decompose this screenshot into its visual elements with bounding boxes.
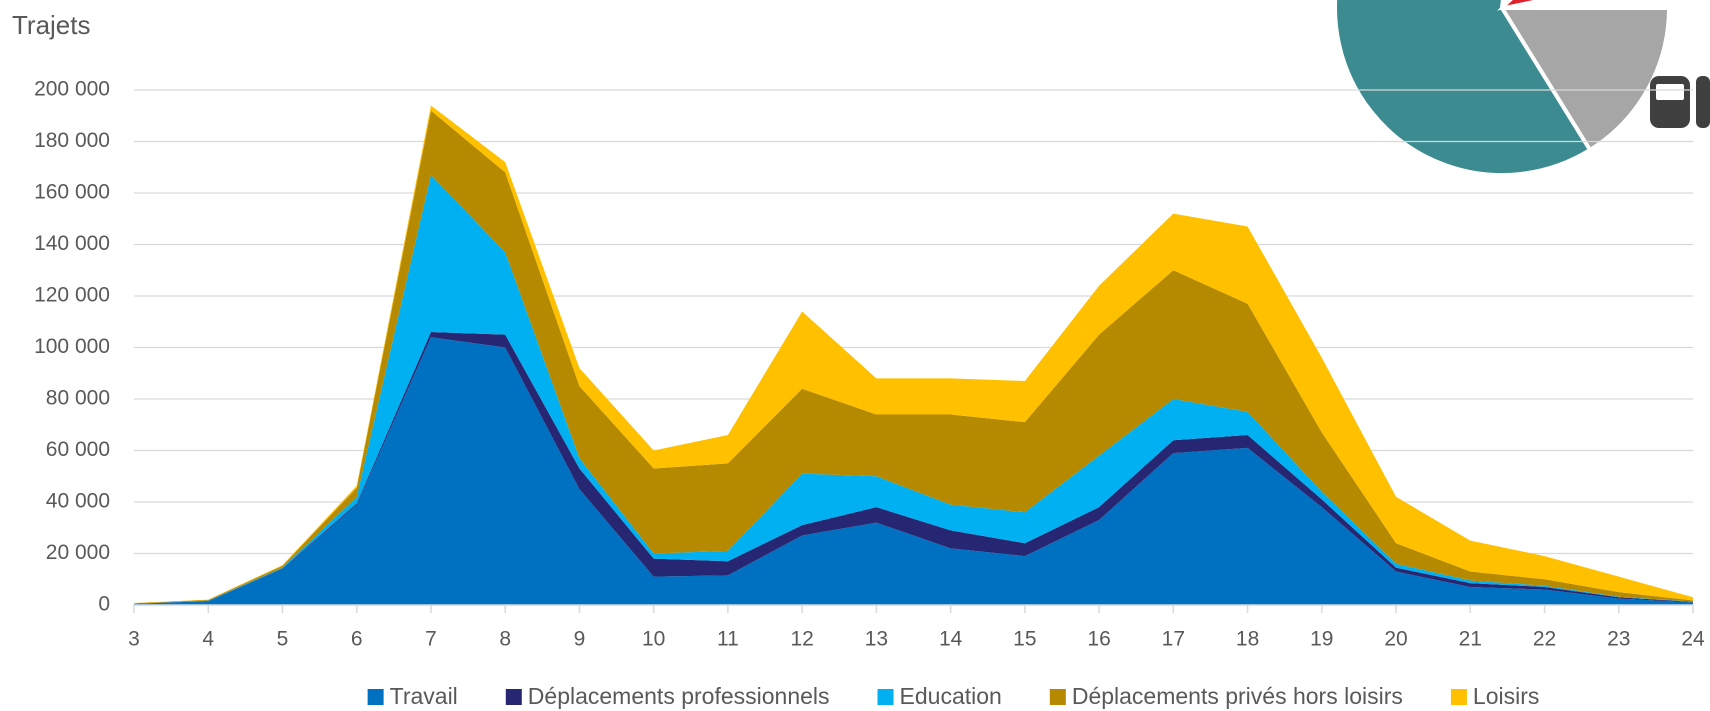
x-tick-label: 23 — [1607, 628, 1630, 651]
x-tick-label: 22 — [1533, 628, 1556, 651]
x-tick-label: 13 — [865, 628, 888, 651]
x-tick-label: 5 — [277, 628, 289, 651]
y-tick-label: 100 000 — [34, 335, 110, 358]
x-tick-label: 18 — [1236, 628, 1259, 651]
x-tick-label: 21 — [1459, 628, 1482, 651]
y-tick-label: 140 000 — [34, 232, 110, 255]
legend-swatch — [367, 689, 384, 705]
legend-label: Déplacements privés hors loisirs — [1072, 683, 1403, 709]
pie-slice — [1497, 0, 1549, 11]
legend-swatch — [877, 689, 894, 705]
x-tick-label: 4 — [202, 628, 214, 651]
x-tick-label: 6 — [351, 628, 363, 651]
y-tick-label: 0 — [98, 593, 110, 616]
pie-slice — [1333, 0, 1593, 177]
y-tick-label: 40 000 — [46, 490, 110, 513]
y-tick-label: 120 000 — [34, 284, 110, 307]
legend-label: Education — [900, 683, 1002, 709]
x-tick-label: 12 — [790, 628, 813, 651]
x-tick-label: 11 — [717, 628, 739, 651]
x-tick-label: 10 — [642, 628, 665, 651]
axis-title: Trajets — [12, 10, 91, 40]
x-tick-label: 15 — [1013, 628, 1036, 651]
legend-swatch — [1049, 689, 1066, 705]
areas — [134, 105, 1693, 605]
x-tick-label: 17 — [1162, 628, 1185, 651]
inset-pie-fragment — [1333, 0, 1710, 177]
y-tick-label: 180 000 — [34, 129, 110, 152]
x-tick-label: 3 — [128, 628, 140, 651]
y-tick-label: 200 000 — [34, 78, 110, 101]
train-icon — [1696, 76, 1710, 128]
x-tick-label: 19 — [1310, 628, 1333, 651]
x-tick-label: 20 — [1384, 628, 1407, 651]
legend: Travail Déplacements professionnels Educat… — [367, 683, 1539, 709]
y-tick-label: 80 000 — [46, 387, 110, 410]
y-tick-label: 60 000 — [46, 438, 110, 461]
legend-swatch — [1450, 689, 1467, 705]
x-tick-label: 7 — [425, 628, 437, 651]
bus-icon — [1650, 76, 1690, 128]
bus-icon-window — [1656, 84, 1684, 100]
x-tick-label: 8 — [499, 628, 511, 651]
x-tick-label: 24 — [1681, 628, 1705, 651]
legend-label: Loisirs — [1473, 683, 1539, 709]
x-tick-label: 9 — [574, 628, 586, 651]
x-tick-label: 16 — [1087, 628, 1110, 651]
legend-label: Déplacements professionnels — [528, 683, 830, 709]
x-tick-label: 14 — [939, 628, 963, 651]
legend-swatch — [505, 689, 522, 705]
y-tick-label: 20 000 — [46, 541, 110, 564]
area — [134, 110, 1693, 604]
legend-label: Travail — [390, 683, 458, 709]
y-tick-label: 160 000 — [34, 181, 110, 204]
area — [134, 337, 1693, 605]
area — [134, 174, 1693, 604]
